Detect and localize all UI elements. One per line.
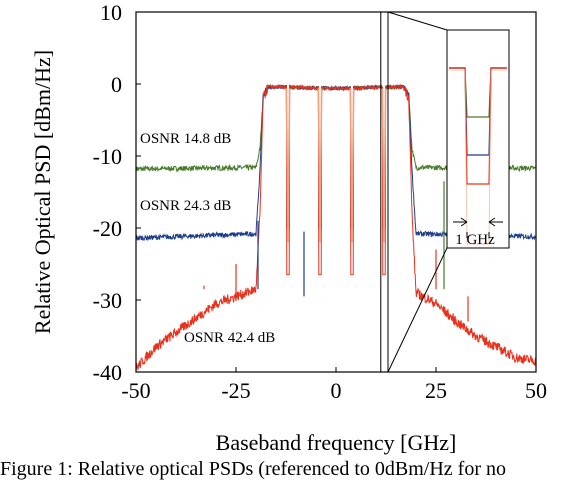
y-tick-label-0: 10 — [100, 0, 122, 25]
y-tick-label-5: -40 — [93, 360, 122, 385]
x-tick-label-4: 50 — [525, 378, 547, 403]
zoom-line-top — [387, 11, 448, 31]
notch-shadow-3 — [349, 88, 355, 243]
y-tick-label-2: -10 — [93, 144, 122, 169]
x-tick-label-1: -25 — [221, 378, 250, 403]
bw-arrows — [453, 217, 503, 227]
axis-layer: -50 -25 0 25 50 10 0 -10 -20 -30 -40 — [93, 0, 547, 403]
series-layer — [135, 83, 537, 371]
notch-shadow-2 — [317, 88, 323, 243]
zoom-box — [446, 29, 510, 249]
annotation-3: OSNR 42.4 dB — [184, 330, 275, 346]
figure-caption: Figure 1: Relative optical PSDs (referen… — [0, 458, 506, 480]
annotation-1: OSNR 14.8 dB — [140, 131, 231, 147]
zoom-inset — [380, 11, 510, 373]
x-axis-title: Baseband frequency [GHz] — [216, 430, 457, 455]
notch-shadow-1 — [285, 88, 291, 243]
zoom-trace-3 — [449, 67, 507, 185]
y-tick-label-4: -30 — [93, 288, 122, 313]
y-axis-title: Relative Optical PSD [dBm/Hz] — [30, 50, 55, 334]
series-line-3 — [135, 83, 537, 371]
x-tick-label-3: 25 — [425, 378, 447, 403]
x-tick-label-0: -50 — [121, 378, 150, 403]
zoom-line-bottom — [387, 247, 448, 373]
annotation-2: OSNR 24.3 dB — [140, 198, 231, 214]
x-tick-label-2: 0 — [331, 378, 342, 403]
annotation-layer: OSNR 14.8 dB OSNR 24.3 dB OSNR 42.4 dB 1 GH… — [140, 131, 495, 346]
y-tick-label-3: -20 — [93, 216, 122, 241]
notch-shadow-4 — [381, 88, 387, 243]
zoom-trace-shadow — [449, 69, 507, 245]
annotation-4: 1 GHz — [455, 232, 495, 248]
y-tick-label-1: 0 — [111, 72, 122, 97]
